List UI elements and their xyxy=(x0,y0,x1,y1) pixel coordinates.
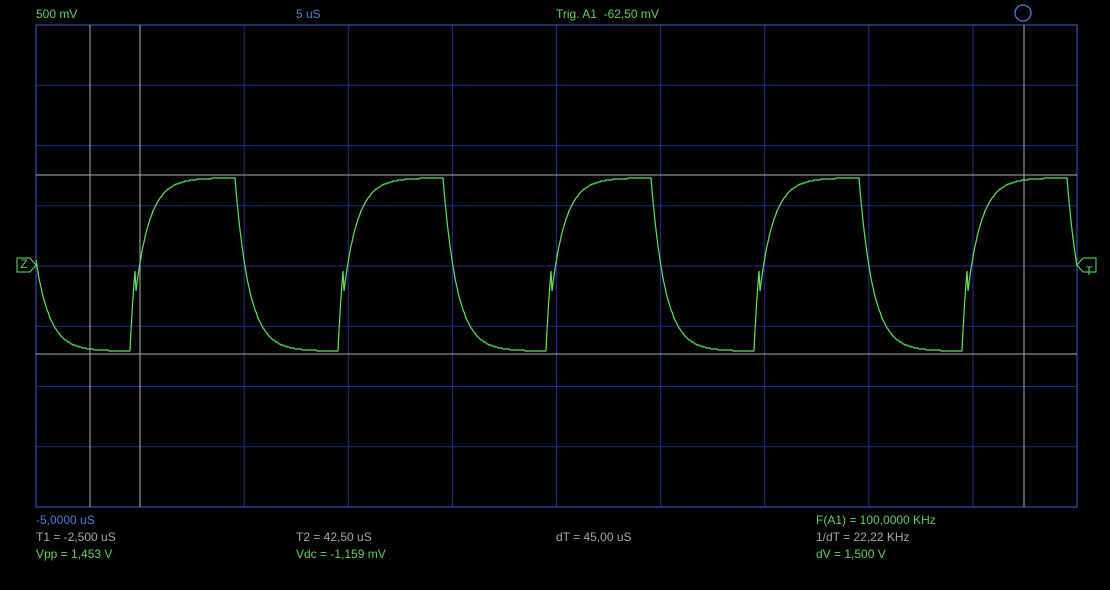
t1: T1 = -2,500 uS xyxy=(36,530,116,544)
inv-dt: 1/dT = 22,22 KHz xyxy=(816,530,910,544)
frequency: F(A1) = 100,0000 KHz xyxy=(816,513,936,527)
t2: T2 = 42,50 uS xyxy=(296,530,372,544)
vpp: Vpp = 1,453 V xyxy=(36,547,112,561)
time-per-div: 5 uS xyxy=(296,7,321,21)
trigger-marker: T xyxy=(1076,257,1097,278)
run-indicator[interactable] xyxy=(1014,4,1032,22)
time-offset: -5,0000 uS xyxy=(36,513,95,527)
dv: dV = 1,500 V xyxy=(816,547,886,561)
marker-label: T xyxy=(1085,264,1093,278)
zero-marker: Z xyxy=(16,257,37,273)
trigger-level: Trig. A1 -62,50 mV xyxy=(556,7,659,21)
marker-shape xyxy=(1076,257,1097,273)
volts-per-div: 500 mV xyxy=(36,7,77,21)
marker-label: Z xyxy=(20,257,27,271)
waveform xyxy=(35,177,1078,352)
dt: dT = 45,00 uS xyxy=(556,530,632,544)
vdc: Vdc = -1,159 mV xyxy=(296,547,386,561)
grid xyxy=(36,25,1077,507)
marker-shape xyxy=(16,257,37,273)
